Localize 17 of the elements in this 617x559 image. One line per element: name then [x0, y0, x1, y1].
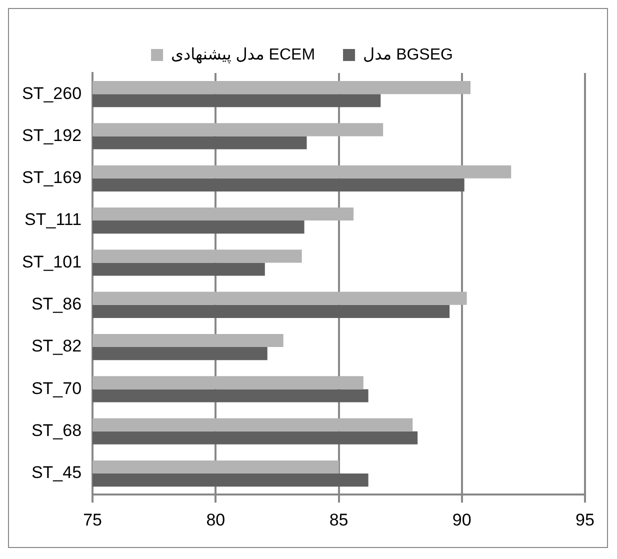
- x-tick-label: 75: [83, 510, 102, 530]
- y-tick-label: ST_45: [31, 463, 82, 482]
- y-tick-label: ST_260: [22, 84, 82, 103]
- x-tick-label: 90: [452, 510, 472, 530]
- legend-label: مدل BGSEG: [363, 46, 453, 64]
- x-tick-label: 80: [206, 510, 226, 530]
- y-tick-label: ST_111: [24, 210, 82, 230]
- y-tick-label: ST_169: [22, 168, 82, 188]
- y-tick-label: ST_101: [22, 252, 82, 272]
- y-tick-label: ST_70: [31, 378, 82, 398]
- x-tick-label: 85: [329, 510, 348, 530]
- y-tick-label: ST_192: [22, 126, 82, 145]
- x-tick-label: 95: [576, 510, 594, 530]
- y-tick-label: ST_68: [31, 421, 82, 440]
- y-tick-label: ST_86: [31, 294, 82, 314]
- y-tick-label: ST_82: [31, 336, 82, 356]
- legend-label: مدل پیشنهادی ECEM: [171, 46, 316, 64]
